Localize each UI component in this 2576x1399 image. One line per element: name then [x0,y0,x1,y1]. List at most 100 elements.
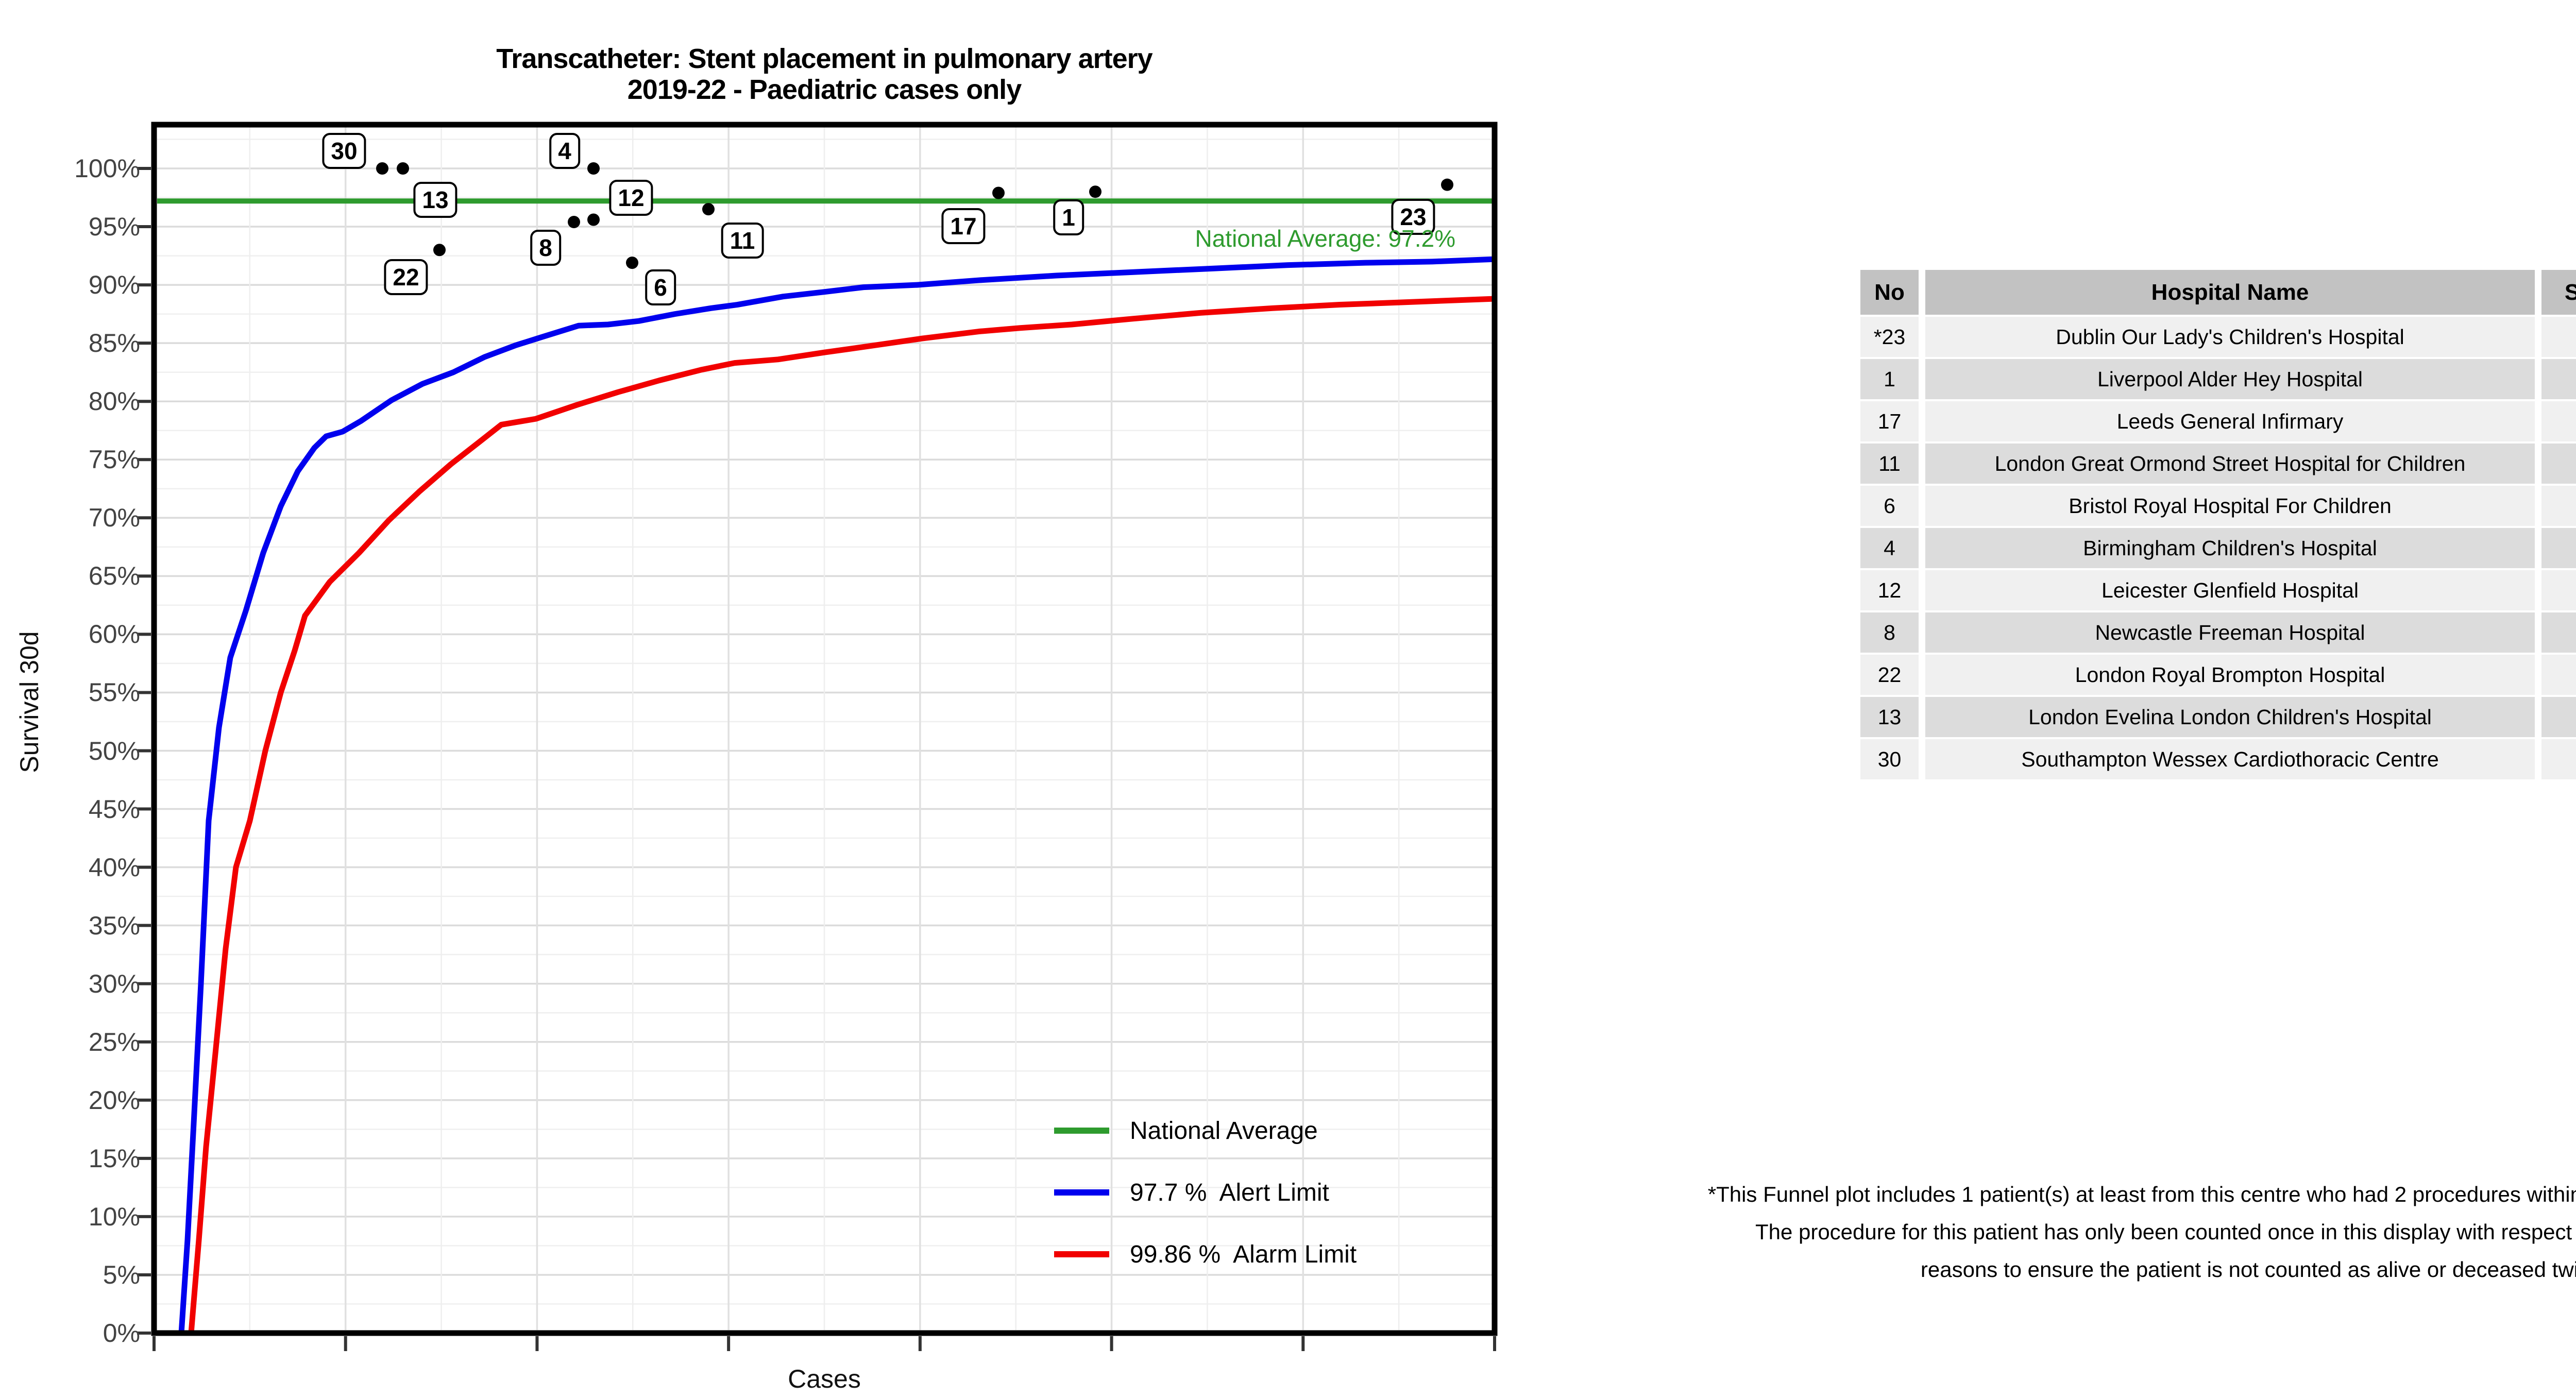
y-tick-label-70pct: 70% [88,503,140,533]
y-tick-label-45pct: 45% [88,794,140,824]
point-label-12: 12 [609,180,653,216]
y-tick-label-15pct: 15% [88,1144,140,1173]
legend-item-3: 99.86 % Alarm Limit [1054,1239,1357,1270]
table-cell-survival: 100% [2541,528,2576,568]
footnote-line-3: reasons to ensure the patient is not cou… [1920,1257,2576,1282]
point-label-6: 6 [645,269,676,305]
y-tick-label-95pct: 95% [88,212,140,242]
y-tick-label-80pct: 80% [88,387,140,416]
data-point-13 [397,162,409,175]
point-label-22: 22 [384,259,428,295]
table-cell-survival: 100% [2541,697,2576,737]
table-cell-survival: 96% [2541,570,2576,610]
point-label-11: 11 [721,223,764,259]
legend-item-1: National Average [1054,1115,1318,1146]
table-cell-name: Southampton Wessex Cardiothoracic Centre [1925,739,2535,779]
legend-item-2: 97.7 % Alert Limit [1054,1177,1329,1208]
y-tick-label-85pct: 85% [88,329,140,358]
point-label-1: 1 [1053,199,1084,235]
table-cell-survival: 98% [2541,401,2576,441]
y-tick-label-30pct: 30% [88,969,140,998]
point-label-30: 30 [322,133,366,169]
table-header-survival: Survival 30d [2541,270,2576,315]
table-cell-survival: 95% [2541,612,2576,653]
national-average-annotation: National Average: 97.2% [1195,225,1455,252]
point-label-4: 4 [549,133,580,169]
alert-limit-curve [178,256,1495,1336]
footnote: *This Funnel plot includes 1 patient(s) … [1515,1175,2576,1288]
chart-title-line2: 2019-22 - Paediatric cases only [627,74,1022,105]
y-tick-label-0pct: 0% [103,1319,140,1347]
chart-title-line1: Transcatheter: Stent placement in pulmon… [496,43,1153,74]
table-cell-no: 30 [1860,739,1919,779]
data-point-23 [1441,178,1453,191]
table-cell-name: London Royal Brompton Hospital [1925,655,2535,695]
table-cell-no: 6 [1860,486,1919,526]
table-cell-survival: 98% [2541,359,2576,399]
footnote-line-2: The procedure for this patient has only … [1755,1220,2576,1244]
table-cell-name: London Evelina London Children's Hospita… [1925,697,2535,737]
legend-label: 99.86 % Alarm Limit [1130,1240,1357,1268]
data-point-1 [1089,185,1101,198]
plot-border [151,122,1498,1336]
table-cell-survival: 99% [2541,317,2576,357]
table-cell-no: 8 [1860,612,1919,653]
legend-label: National Average [1130,1117,1318,1145]
table-cell-no: *23 [1860,317,1919,357]
y-tick-label-75pct: 75% [88,445,140,474]
y-tick-label-50pct: 50% [88,736,140,765]
table-cell-no: 22 [1860,655,1919,695]
chart-title: Transcatheter: Stent placement in pulmon… [309,43,1340,105]
table-cell-no: 11 [1860,443,1919,484]
legend-line-swatch [1054,1189,1109,1196]
point-label-23: 23 [1391,199,1435,235]
y-tick-label-35pct: 35% [88,911,140,940]
table-cell-name: London Great Ormond Street Hospital for … [1925,443,2535,484]
y-tick-label-65pct: 65% [88,561,140,591]
y-tick-label-20pct: 20% [88,1085,140,1115]
data-point-12 [587,213,600,226]
table-cell-name: Birmingham Children's Hospital [1925,528,2535,568]
alarm-limit-curve [188,296,1495,1336]
table-cell-no: 1 [1860,359,1919,399]
y-tick-label-60pct: 60% [88,620,140,649]
data-point-22 [433,244,446,257]
legend-label: 97.7 % Alert Limit [1130,1179,1329,1206]
point-label-17: 17 [941,208,986,244]
table-cell-name: Bristol Royal Hospital For Children [1925,486,2535,526]
legend-line-swatch [1054,1251,1109,1257]
table-cell-name: Liverpool Alder Hey Hospital [1925,359,2535,399]
data-point-6 [626,257,638,269]
y-tick-label-5pct: 5% [103,1260,140,1289]
y-tick-label-40pct: 40% [88,852,140,882]
table-cell-no: 17 [1860,401,1919,441]
table-cell-name: Leeds General Infirmary [1925,401,2535,441]
table-cell-no: 4 [1860,528,1919,568]
data-point-17 [992,186,1005,199]
table-cell-name: Newcastle Freeman Hospital [1925,612,2535,653]
table-header-no: No [1860,270,1919,315]
table-cell-survival: 97% [2541,443,2576,484]
y-tick-label-90pct: 90% [88,270,140,300]
y-tick-label-55pct: 55% [88,678,140,707]
y-tick-label-25pct: 25% [88,1027,140,1056]
point-label-8: 8 [530,230,561,266]
data-point-30 [376,162,388,175]
table-cell-survival: 93% [2541,655,2576,695]
table-cell-name: Leicester Glenfield Hospital [1925,570,2535,610]
table-cell-name: Dublin Our Lady's Children's Hospital [1925,317,2535,357]
data-point-11 [702,203,715,216]
footnote-line-1: *This Funnel plot includes 1 patient(s) … [1707,1182,2576,1206]
legend-line-swatch [1054,1128,1109,1134]
table-cell-no: 13 [1860,697,1919,737]
data-point-4 [587,162,600,175]
data-point-8 [568,216,580,229]
y-tick-label-100pct: 100% [74,154,140,183]
point-label-13: 13 [413,182,457,218]
table-cell-survival: 92% [2541,486,2576,526]
table-header-hospital-name: Hospital Name [1925,270,2535,315]
table-cell-no: 12 [1860,570,1919,610]
